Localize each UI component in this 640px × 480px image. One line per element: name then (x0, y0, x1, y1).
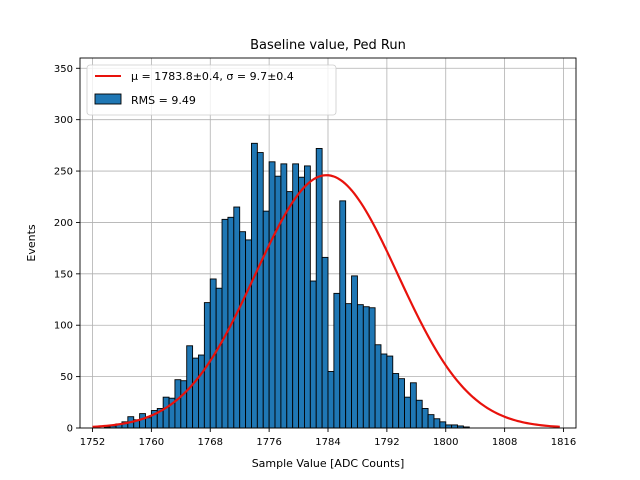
histogram-bar (374, 344, 382, 429)
histogram-bar (280, 163, 288, 429)
x-tick-label: 1776 (256, 437, 281, 448)
histogram-bar (139, 413, 146, 429)
histogram-bar (362, 306, 370, 429)
y-tick-label: 0 (67, 424, 73, 435)
histogram-bar (145, 417, 152, 429)
histogram-bar (174, 379, 182, 429)
histogram-bar (221, 218, 229, 429)
x-tick-label: 1792 (374, 437, 399, 448)
x-axis-label: Sample Value [ADC Counts] (252, 457, 405, 470)
y-tick-label: 250 (54, 167, 73, 178)
histogram-bar (339, 200, 347, 429)
histogram-bar (298, 176, 305, 429)
x-tick-label: 1800 (433, 437, 458, 448)
y-tick-label: 300 (54, 115, 73, 126)
histogram-bar (327, 371, 335, 429)
legend: μ = 1783.8±0.4, σ = 9.7±0.4 RMS = 9.49 (86, 64, 337, 116)
histogram-bar (386, 355, 394, 429)
legend-fit-label: μ = 1783.8±0.4, σ = 9.7±0.4 (131, 70, 294, 83)
y-axis-ticks: 0 50 100 150 200 250 300 350 (54, 64, 80, 435)
histogram-bar (268, 161, 276, 429)
x-axis-ticks: 1752 1760 1768 1776 1784 1792 1800 1808 1816 (80, 428, 576, 448)
y-tick-label: 100 (54, 321, 73, 332)
histogram-bar (256, 152, 264, 429)
histogram-bar (245, 239, 252, 429)
histogram-bar (380, 353, 388, 429)
histogram-bar (309, 280, 317, 429)
x-tick-label: 1816 (551, 437, 576, 448)
histogram-bar (180, 380, 188, 429)
x-tick-label: 1768 (198, 437, 223, 448)
histogram-bar (404, 396, 411, 429)
histogram-bar (321, 256, 329, 429)
histogram-bar (262, 210, 270, 429)
histogram-bar (251, 142, 258, 429)
x-tick-label: 1784 (315, 437, 340, 448)
histogram-bar (368, 307, 376, 429)
histogram-bar (427, 414, 435, 429)
y-tick-label: 350 (54, 64, 73, 75)
gaussian-fit (92, 174, 560, 428)
histogram-bar (433, 418, 441, 429)
y-axis-label: Events (25, 224, 38, 262)
histogram-bar (192, 357, 199, 429)
histogram-bar (292, 163, 300, 429)
y-tick-label: 50 (60, 372, 73, 383)
histogram-bars (103, 142, 470, 429)
legend-hist-swatch (94, 93, 122, 105)
legend-hist-label: RMS = 9.49 (131, 94, 196, 107)
histogram-bar (286, 191, 294, 429)
x-tick-label: 1752 (80, 437, 105, 448)
y-tick-label: 150 (54, 269, 73, 280)
histogram-bar (304, 165, 311, 429)
fit-curve (92, 174, 560, 428)
histogram-bar (356, 304, 364, 429)
histogram-bar (445, 424, 453, 429)
histogram-bar (398, 378, 405, 429)
x-tick-label: 1760 (139, 437, 164, 448)
histogram-bar (162, 396, 170, 429)
histogram-bar (215, 287, 223, 429)
histogram-bar (315, 147, 323, 429)
histogram-bar (351, 275, 358, 429)
chart-title: Baseline value, Ped Run (250, 38, 406, 53)
histogram-bar (439, 421, 447, 429)
histogram-bar (239, 231, 247, 429)
histogram-bar (345, 303, 352, 429)
y-tick-label: 200 (54, 218, 73, 229)
histogram-bar (392, 373, 400, 429)
histogram-bar (333, 292, 341, 429)
histogram-bar (198, 354, 205, 429)
histogram-bar (421, 408, 429, 429)
x-tick-label: 1808 (492, 437, 517, 448)
histogram-bar (415, 399, 423, 429)
histogram-bar (451, 424, 458, 429)
histogram-bar (409, 382, 417, 429)
legend-box (86, 64, 337, 116)
histogram-bar (274, 175, 282, 429)
